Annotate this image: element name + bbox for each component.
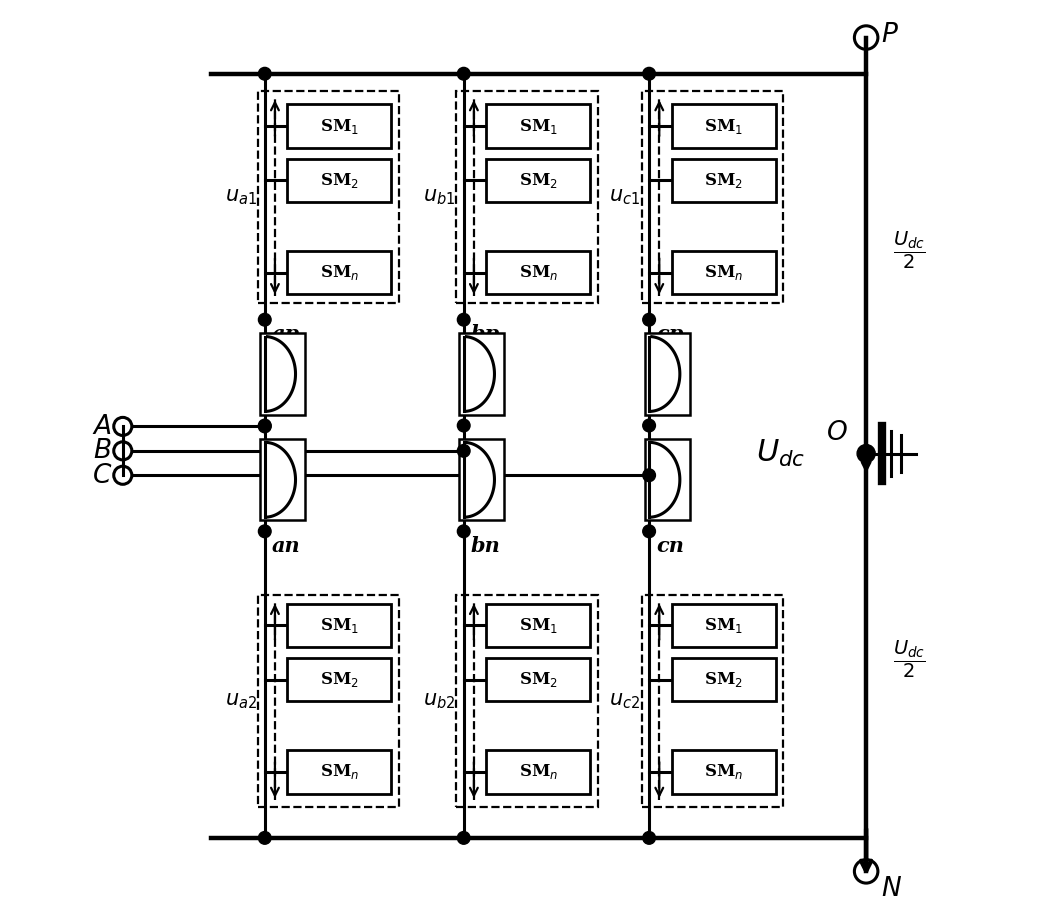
Bar bbox=[672, 750, 775, 794]
Bar bbox=[486, 658, 590, 702]
Text: cp: cp bbox=[656, 325, 683, 345]
Text: an: an bbox=[272, 535, 301, 555]
Bar bbox=[257, 91, 398, 304]
Text: SM$_{1}$: SM$_{1}$ bbox=[704, 616, 743, 634]
Text: $u_{b1}$: $u_{b1}$ bbox=[423, 187, 456, 207]
Text: SM$_{n}$: SM$_{n}$ bbox=[518, 763, 558, 782]
Text: SM$_{1}$: SM$_{1}$ bbox=[519, 616, 558, 634]
Circle shape bbox=[857, 445, 875, 463]
Bar bbox=[486, 604, 590, 647]
Circle shape bbox=[258, 832, 271, 844]
Bar bbox=[287, 658, 392, 702]
Circle shape bbox=[258, 420, 271, 433]
Text: SM$_{1}$: SM$_{1}$ bbox=[519, 116, 558, 135]
Circle shape bbox=[643, 67, 655, 80]
Bar bbox=[486, 105, 590, 148]
Text: SM$_{n}$: SM$_{n}$ bbox=[518, 264, 558, 282]
Text: $u_{c1}$: $u_{c1}$ bbox=[609, 187, 641, 207]
Text: $O$: $O$ bbox=[827, 420, 849, 445]
Circle shape bbox=[258, 314, 271, 326]
Circle shape bbox=[643, 419, 655, 432]
Text: SM$_{n}$: SM$_{n}$ bbox=[704, 763, 743, 782]
Text: $P$: $P$ bbox=[881, 23, 899, 47]
Text: bp: bp bbox=[471, 325, 501, 345]
Circle shape bbox=[458, 419, 470, 432]
Text: SM$_{1}$: SM$_{1}$ bbox=[320, 616, 358, 634]
Text: SM$_{n}$: SM$_{n}$ bbox=[320, 763, 358, 782]
Bar bbox=[457, 91, 598, 304]
Circle shape bbox=[458, 525, 470, 537]
Circle shape bbox=[458, 67, 470, 80]
Bar bbox=[642, 91, 783, 304]
Text: $B$: $B$ bbox=[93, 438, 112, 464]
Text: SM$_{n}$: SM$_{n}$ bbox=[320, 264, 358, 282]
Text: SM$_{1}$: SM$_{1}$ bbox=[704, 116, 743, 135]
Bar bbox=[287, 750, 392, 794]
Text: cn: cn bbox=[656, 535, 684, 555]
Circle shape bbox=[258, 419, 271, 432]
Bar bbox=[486, 159, 590, 202]
Text: $u_{a2}$: $u_{a2}$ bbox=[225, 691, 257, 711]
Bar bbox=[642, 594, 783, 807]
Text: $\dfrac{U_{dc}}{2}$: $\dfrac{U_{dc}}{2}$ bbox=[893, 229, 926, 271]
Circle shape bbox=[458, 445, 470, 457]
Circle shape bbox=[643, 469, 655, 482]
Text: $N$: $N$ bbox=[881, 876, 902, 901]
Text: SM$_{1}$: SM$_{1}$ bbox=[320, 116, 358, 135]
Circle shape bbox=[643, 832, 655, 844]
Bar bbox=[260, 334, 305, 415]
Bar bbox=[672, 604, 775, 647]
Bar bbox=[257, 594, 398, 807]
Circle shape bbox=[643, 314, 655, 326]
Text: SM$_{2}$: SM$_{2}$ bbox=[704, 670, 743, 689]
Text: $u_{b2}$: $u_{b2}$ bbox=[423, 691, 456, 711]
Circle shape bbox=[458, 832, 470, 844]
Bar bbox=[287, 251, 392, 295]
Circle shape bbox=[458, 314, 470, 326]
Bar bbox=[672, 251, 775, 295]
Bar bbox=[459, 334, 505, 415]
Circle shape bbox=[258, 67, 271, 80]
Circle shape bbox=[643, 525, 655, 537]
Bar bbox=[287, 604, 392, 647]
Text: $A$: $A$ bbox=[92, 414, 112, 439]
Text: $U_{dc}$: $U_{dc}$ bbox=[756, 438, 805, 469]
Text: ap: ap bbox=[272, 325, 300, 345]
Bar bbox=[645, 439, 690, 521]
Bar bbox=[457, 594, 598, 807]
Bar bbox=[459, 439, 505, 521]
Bar bbox=[287, 159, 392, 202]
Bar bbox=[260, 439, 305, 521]
Text: SM$_{2}$: SM$_{2}$ bbox=[519, 670, 558, 689]
Bar bbox=[486, 750, 590, 794]
Text: $C$: $C$ bbox=[92, 463, 112, 488]
Text: SM$_{2}$: SM$_{2}$ bbox=[704, 171, 743, 190]
Bar bbox=[287, 105, 392, 148]
Text: bn: bn bbox=[471, 535, 501, 555]
Text: $\dfrac{U_{dc}}{2}$: $\dfrac{U_{dc}}{2}$ bbox=[893, 639, 926, 681]
Text: SM$_{2}$: SM$_{2}$ bbox=[320, 670, 358, 689]
Text: $u_{a1}$: $u_{a1}$ bbox=[225, 187, 257, 207]
Text: SM$_{2}$: SM$_{2}$ bbox=[519, 171, 558, 190]
Bar bbox=[672, 105, 775, 148]
Bar bbox=[486, 251, 590, 295]
Text: $u_{c2}$: $u_{c2}$ bbox=[609, 691, 641, 711]
Text: SM$_{n}$: SM$_{n}$ bbox=[704, 264, 743, 282]
Bar bbox=[672, 159, 775, 202]
Bar bbox=[672, 658, 775, 702]
Text: SM$_{2}$: SM$_{2}$ bbox=[320, 171, 358, 190]
Circle shape bbox=[258, 525, 271, 537]
Bar bbox=[645, 334, 690, 415]
